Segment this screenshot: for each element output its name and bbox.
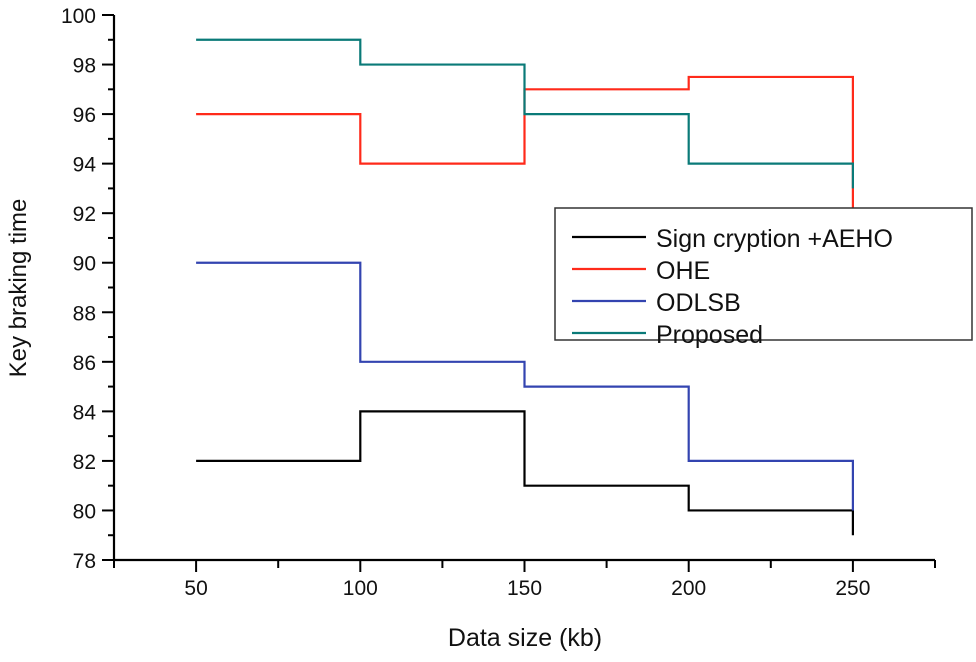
x-tick-label: 100 [343,577,378,600]
y-tick-label: 92 [73,203,96,226]
y-tick-label: 94 [73,154,97,177]
y-tick-label: 78 [73,550,96,573]
y-tick-label: 96 [73,104,96,127]
axes: 78 80 82 84 86 88 90 92 94 96 98 100 50 100 150 200 250 [61,5,936,600]
series-layer [196,38,854,536]
series-line-0 [196,410,854,536]
y-tick-label: 80 [73,500,96,523]
x-tick-label: 50 [184,577,207,600]
legend: Sign cryption +AEHO OHE ODLSB Proposed [554,207,973,349]
legend-label-2: ODLSB [656,289,741,317]
y-tick-label: 88 [73,302,96,325]
y-tick-label: 98 [73,55,96,78]
legend-label-1: OHE [656,257,710,285]
x-tick-label: 150 [507,577,542,600]
y-axis-label: Key braking time [5,199,32,378]
y-tick-label: 82 [73,451,96,474]
legend-label-3: Proposed [656,321,763,349]
x-tick-label: 200 [671,577,706,600]
x-axis-label: Data size (kb) [448,624,602,652]
legend-box [554,207,973,341]
y-tick-label: 86 [73,352,96,375]
series-line-2 [196,261,854,511]
y-tick-label: 90 [73,253,96,276]
y-tick-label: 84 [73,401,97,424]
y-tick-label: 100 [61,5,96,28]
legend-label-0: Sign cryption +AEHO [656,225,893,253]
x-tick-label: 250 [835,577,870,600]
series-line-3 [196,38,854,189]
